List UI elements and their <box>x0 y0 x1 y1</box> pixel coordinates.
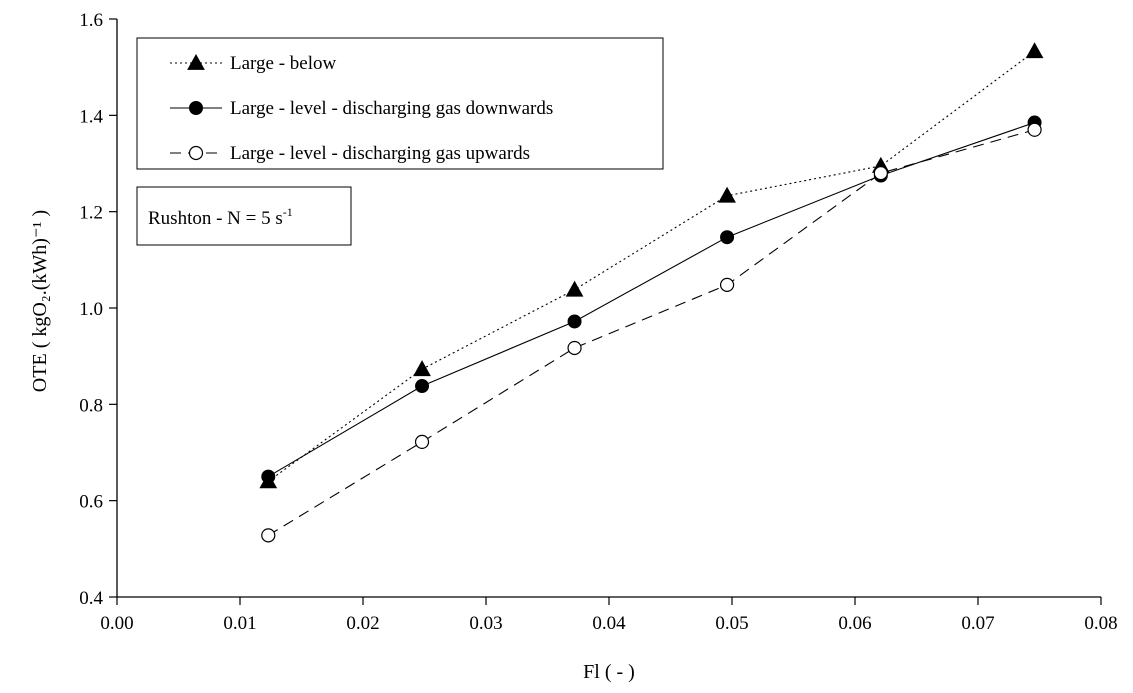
data-point <box>721 278 734 291</box>
x-axis-ticks: 0.00 0.01 0.02 0.03 0.04 0.05 0.06 0.07 0.08 <box>100 597 1117 634</box>
x-axis-title: Fl ( - ) <box>583 661 635 683</box>
series-3 <box>262 123 1041 542</box>
series-line <box>268 123 1034 477</box>
data-point <box>414 361 430 375</box>
annotation-main: Rushton - N = 5 s <box>148 208 283 229</box>
x-tick-label: 0.05 <box>715 613 748 634</box>
data-point <box>567 282 583 296</box>
data-point <box>721 231 734 244</box>
x-tick-label: 0.00 <box>100 613 133 634</box>
x-tick-label: 0.02 <box>346 613 379 634</box>
x-tick-label: 0.01 <box>223 613 256 634</box>
data-point <box>262 529 275 542</box>
y-tick-label: 1.4 <box>79 106 103 127</box>
y-tick-label: 0.6 <box>79 492 103 513</box>
data-point <box>719 188 735 202</box>
x-tick-label: 0.08 <box>1084 613 1117 634</box>
annotation-superscript: -1 <box>283 205 293 219</box>
x-tick-label: 0.04 <box>592 613 626 634</box>
data-point <box>1027 43 1043 57</box>
x-tick-label: 0.03 <box>469 613 502 634</box>
y-tick-label: 0.8 <box>79 395 103 416</box>
data-point <box>568 341 581 354</box>
annotation-box: Rushton - N = 5 s-1 <box>137 187 351 245</box>
y-tick-label: 1.0 <box>79 299 103 320</box>
data-point <box>1028 123 1041 136</box>
data-point <box>416 380 429 393</box>
y-axis-title: OTE ( kgO₂.(kWh)⁻¹ ) <box>29 210 51 392</box>
y-tick-label: 1.6 <box>79 10 103 31</box>
series-2 <box>262 116 1041 483</box>
legend-label: Large - level - discharging gas upwards <box>230 143 530 164</box>
legend-marker <box>190 147 203 160</box>
series-line <box>268 130 1034 536</box>
data-point <box>568 315 581 328</box>
legend-label: Large - below <box>230 53 336 74</box>
legend-label: Large - level - discharging gas downward… <box>230 98 553 119</box>
x-tick-label: 0.06 <box>838 613 871 634</box>
y-tick-label: 1.2 <box>79 203 103 224</box>
data-point <box>416 435 429 448</box>
annotation-text: Rushton - N = 5 s-1 <box>148 205 293 229</box>
data-point <box>262 470 275 483</box>
y-tick-label: 0.4 <box>79 588 103 609</box>
data-point <box>874 167 887 180</box>
x-tick-label: 0.07 <box>961 613 994 634</box>
legend: Large - below Large - level - discharging… <box>137 38 663 169</box>
legend-marker <box>190 102 203 115</box>
y-axis-ticks: 0.4 0.6 0.8 1.0 1.2 1.4 1.6 <box>79 10 117 609</box>
